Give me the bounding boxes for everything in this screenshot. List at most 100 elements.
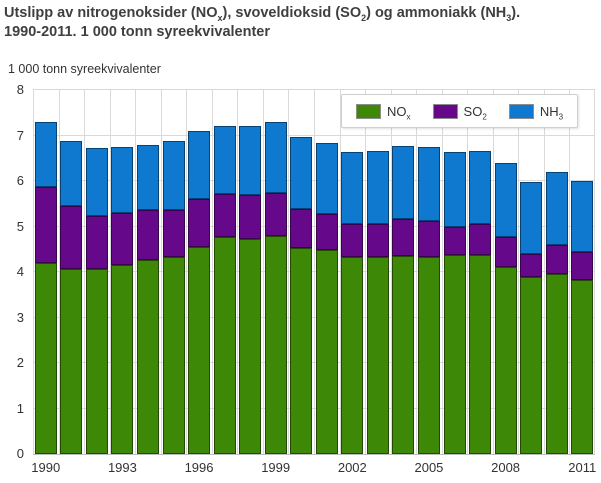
- bar-segment-nox-2011: [571, 280, 594, 454]
- chart-title-line2: 1990-2011. 1 000 tonn syreekvivalenter: [4, 24, 271, 40]
- bar-segment-nh3-1992: [85, 147, 108, 216]
- x-tick-label: 2008: [491, 460, 521, 475]
- x-gridline: [59, 90, 60, 454]
- bar-segment-nh3-2007: [469, 150, 492, 225]
- bar-segment-so2-1995: [162, 209, 185, 258]
- bar-segment-nox-2008: [494, 266, 517, 454]
- y-tick-label: 6: [16, 173, 24, 188]
- y-tick-label: 1: [16, 400, 24, 416]
- y-axis-unit-label: 1 000 tonn syreekvivalenter: [8, 62, 161, 76]
- chart-title-line1: Utslipp av nitrogenoksider (NOx), svovel…: [4, 5, 521, 23]
- bar-segment-so2-2011: [571, 251, 594, 281]
- x-tick-label: 2011: [568, 460, 597, 475]
- bar-segment-so2-2007: [469, 224, 492, 255]
- x-tick-label: 2002: [337, 460, 367, 475]
- bar-segment-nh3-2008: [494, 162, 517, 237]
- x-gridline: [340, 90, 341, 454]
- bar-segment-nh3-2005: [417, 147, 440, 222]
- y-tick-label: 5: [16, 218, 24, 234]
- bar-segment-nh3-2000: [290, 137, 313, 209]
- bar-segment-nox-2009: [520, 277, 543, 454]
- bar-segment-so2-1993: [111, 212, 134, 265]
- chart-title: Utslipp av nitrogenoksider (NOx), svovel…: [4, 4, 520, 42]
- x-gridline: [161, 90, 162, 454]
- bar-segment-so2-1996: [188, 199, 211, 247]
- bar-segment-nox-1999: [264, 235, 287, 454]
- x-gridline: [493, 90, 494, 454]
- bar-segment-nh3-2010: [545, 171, 568, 245]
- bar-segment-nh3-2003: [366, 150, 389, 224]
- bar-segment-so2-2010: [545, 244, 568, 274]
- x-gridline: [594, 90, 595, 454]
- x-gridline: [416, 90, 417, 454]
- x-gridline: [110, 90, 111, 454]
- x-gridline: [365, 90, 366, 454]
- bar-segment-nh3-2002: [341, 151, 364, 225]
- x-gridline: [467, 90, 468, 454]
- legend-item-nox[interactable]: NOx: [356, 103, 411, 122]
- bar-segment-so2-2002: [341, 224, 364, 257]
- y-tick-label: 8: [16, 82, 24, 97]
- bar-segment-nh3-2009: [520, 181, 543, 254]
- x-gridline: [288, 90, 289, 454]
- legend-swatch-so2: [432, 103, 458, 119]
- bar-segment-so2-2006: [443, 226, 466, 256]
- x-gridline: [84, 90, 85, 454]
- bar-segment-nox-2002: [341, 256, 364, 454]
- bar-segment-nh3-1999: [264, 121, 287, 194]
- bar-segment-so2-1999: [264, 193, 287, 236]
- x-gridline: [442, 90, 443, 454]
- chart-legend: NOx SO2 NH3: [341, 94, 579, 128]
- bar-segment-so2-2003: [366, 223, 389, 257]
- bar-segment-nh3-1990: [34, 121, 57, 188]
- bar-segment-so2-1997: [213, 194, 236, 238]
- bar-segment-nh3-1995: [162, 140, 185, 210]
- legend-swatch-nox: [356, 103, 381, 119]
- bar-segment-so2-2004: [392, 218, 415, 256]
- legend-swatch-nh3: [508, 103, 534, 119]
- legend-label-nox: NOx: [387, 103, 411, 122]
- legend-label-nh3: NH3: [539, 103, 564, 122]
- bar-segment-so2-2001: [315, 213, 338, 250]
- bar-segment-nh3-1998: [239, 125, 262, 196]
- x-axis-line: [33, 454, 595, 455]
- bar-segment-nh3-2006: [443, 151, 466, 227]
- bar-segment-nh3-1997: [213, 125, 236, 195]
- x-gridline: [212, 90, 213, 454]
- x-gridline: [544, 90, 545, 454]
- bar-segment-nox-1998: [239, 238, 262, 454]
- x-gridline: [237, 90, 238, 454]
- bar-segment-nh3-1994: [136, 144, 159, 211]
- y-gridline: [33, 89, 595, 90]
- bar-segment-nh3-1991: [60, 140, 83, 207]
- bar-segment-nox-2004: [392, 255, 415, 454]
- bar-segment-nox-1991: [60, 269, 83, 454]
- bar-segment-so2-1990: [34, 187, 57, 263]
- bar-segment-nh3-1993: [111, 147, 134, 213]
- bar-segment-nox-1992: [85, 269, 108, 454]
- bar-segment-so2-1998: [239, 195, 262, 239]
- bar-segment-so2-1992: [85, 215, 108, 270]
- x-gridline: [33, 90, 34, 454]
- bar-segment-so2-1994: [136, 210, 159, 261]
- y-tick-label: 0: [16, 446, 24, 461]
- bar-segment-nox-2006: [443, 255, 466, 454]
- x-tick-label: 2005: [414, 460, 444, 475]
- bar-segment-so2-2005: [417, 221, 440, 258]
- legend-item-nh3[interactable]: NH3: [508, 103, 564, 122]
- bar-segment-so2-1991: [60, 206, 83, 270]
- bar-segment-nox-2003: [366, 257, 389, 454]
- bar-segment-nox-1997: [213, 237, 236, 454]
- y-tick-label: 4: [16, 264, 24, 279]
- bar-segment-so2-2008: [494, 236, 517, 267]
- x-gridline: [135, 90, 136, 454]
- bar-segment-nh3-2004: [392, 145, 415, 219]
- y-tick-label: 7: [16, 127, 24, 143]
- bar-segment-nox-1995: [162, 257, 185, 454]
- bar-segment-nh3-2001: [315, 143, 338, 214]
- bar-segment-nox-2007: [469, 254, 492, 454]
- bar-segment-nox-1993: [111, 264, 134, 454]
- legend-item-so2[interactable]: SO2: [432, 103, 487, 121]
- x-gridline: [263, 90, 264, 454]
